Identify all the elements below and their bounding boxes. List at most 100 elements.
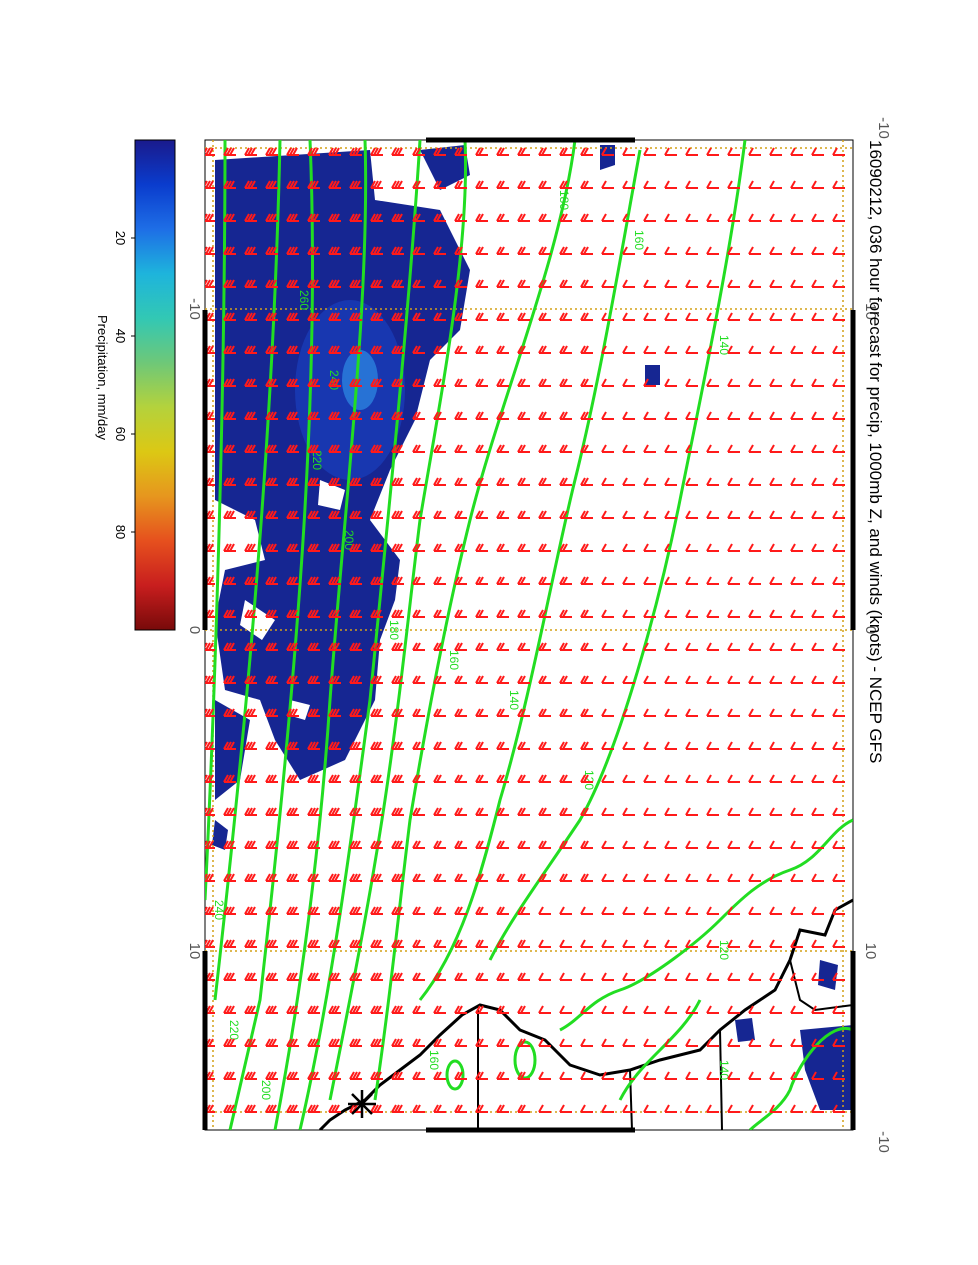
wind-barb [580,675,593,684]
wind-barb [454,741,467,750]
wind-barb [454,1071,467,1080]
wind-barb [790,675,803,684]
wind-barb [601,576,614,585]
wind-barb [580,246,593,255]
wind-barb [517,906,530,915]
wind-barb [706,213,719,222]
wind-barb [559,576,572,585]
wind-barb [769,1071,782,1080]
wind-barb [244,1038,257,1047]
wind-barb [517,180,530,189]
wind-barb [496,741,509,750]
wind-barb [244,774,257,783]
wind-barb [244,741,257,750]
wind-barb [412,279,425,288]
contour-label: 260 [297,290,311,310]
precip-area [212,820,228,850]
wind-barb [706,906,719,915]
wind-barb [790,840,803,849]
latitude-tick-label: 0 [862,626,879,634]
wind-barb [265,213,278,222]
wind-barb [685,1071,698,1080]
wind-barb [580,1038,593,1047]
wind-barb [265,378,278,387]
wind-barb [307,312,320,321]
wind-barb [475,939,488,948]
wind-barb [433,444,446,453]
wind-barb [538,642,551,651]
wind-barb [622,444,635,453]
wind-barb [370,279,383,288]
wind-barb [643,576,656,585]
precip-gap [318,480,345,510]
wind-barb [706,345,719,354]
wind-barb [265,312,278,321]
wind-barb [496,246,509,255]
wind-barb [265,708,278,717]
wind-barb [205,180,215,189]
wind-barb [559,213,572,222]
wind-barb [496,345,509,354]
wind-barb [517,708,530,717]
wind-barb [748,906,761,915]
wind-barb [349,972,362,981]
wind-barb [727,972,740,981]
wind-barb [580,444,593,453]
wind-barb [622,939,635,948]
wind-barb [538,675,551,684]
wind-barb [349,840,362,849]
contour-line [748,1026,853,1130]
wind-barb [205,939,215,948]
latitude-labels-left: -10 0 10 [186,298,203,959]
wind-barb [475,1005,488,1014]
wind-barb [538,972,551,981]
wind-barb [496,180,509,189]
wind-barb [307,873,320,882]
wind-barb [370,312,383,321]
wind-barb [412,807,425,816]
wind-barb [328,312,341,321]
wind-barb [832,312,845,321]
wind-barb [790,147,803,156]
wind-barb [496,1104,509,1113]
wind-barb [811,213,824,222]
wind-barb [769,411,782,420]
wind-barb [433,180,446,189]
wind-barb [307,774,320,783]
wind-barb [265,906,278,915]
wind-barb [727,675,740,684]
wind-barb [706,576,719,585]
wind-barb [811,147,824,156]
wind-barb [496,972,509,981]
wind-barb [205,246,215,255]
wind-barb [811,1038,824,1047]
wind-barb [601,444,614,453]
wind-barb [433,510,446,519]
wind-barb [328,345,341,354]
contour-line [418,149,642,1001]
wind-barb [685,213,698,222]
wind-barb [748,147,761,156]
wind-barb [454,708,467,717]
wind-barb [433,411,446,420]
wind-barb [412,345,425,354]
wind-barb [391,741,404,750]
wind-barb [559,477,572,486]
wind-barb [286,642,299,651]
wind-barb [769,444,782,453]
wind-barb [307,906,320,915]
wind-barb [811,543,824,552]
wind-barb [244,675,257,684]
wind-barb [412,510,425,519]
wind-barb [706,675,719,684]
wind-barb [622,1071,635,1080]
wind-barb [328,378,341,387]
wind-barb [286,576,299,585]
wind-barb [349,378,362,387]
wind-barb [685,609,698,618]
wind-barb [664,147,677,156]
figure-title: 16090212, 036 hour forecast for precip, … [866,140,885,763]
wind-barb [391,906,404,915]
wind-barb [517,609,530,618]
wind-barb [349,444,362,453]
